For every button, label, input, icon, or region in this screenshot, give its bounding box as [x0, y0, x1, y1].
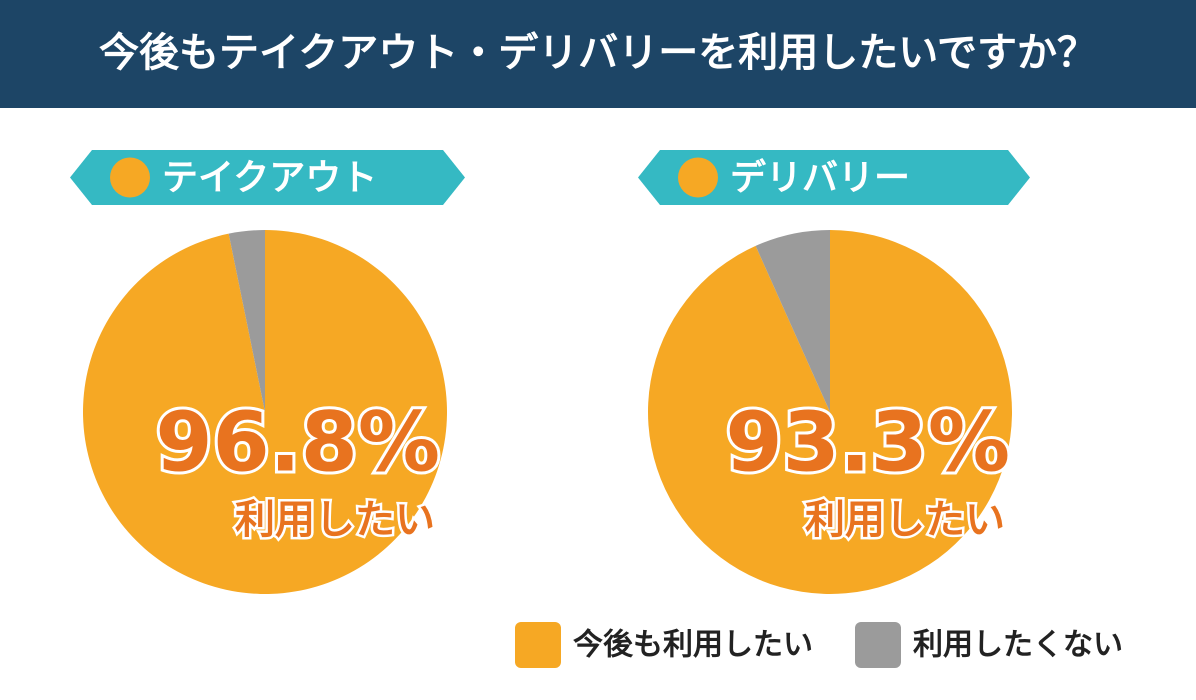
banner-icon: [678, 157, 718, 198]
chart-title: デリバリー: [730, 157, 910, 199]
legend-label: 利用したくない: [913, 628, 1123, 663]
value-caption: 利用したい: [235, 497, 435, 543]
page-title: 今後もテイクアウト・デリバリーを利用したいですか？: [99, 30, 1097, 76]
value-caption: 利用したい: [805, 497, 1005, 543]
pie-slice: [755, 230, 830, 412]
legend-swatch: [855, 622, 901, 668]
value-label: 96.8%: [156, 395, 440, 490]
pie-slice: [83, 230, 448, 594]
chart-title: テイクアウト: [162, 158, 377, 199]
chart-banner: [638, 150, 1030, 205]
chart-banner: [70, 150, 465, 205]
header-band: [0, 0, 1196, 108]
legend-swatch: [515, 622, 561, 668]
pie-slice: [648, 230, 1013, 594]
value-label: 93.3%: [726, 395, 1010, 490]
legend-label: 今後も利用したい: [573, 628, 813, 663]
banner-icon: [110, 157, 150, 198]
pie-slice: [228, 230, 265, 412]
